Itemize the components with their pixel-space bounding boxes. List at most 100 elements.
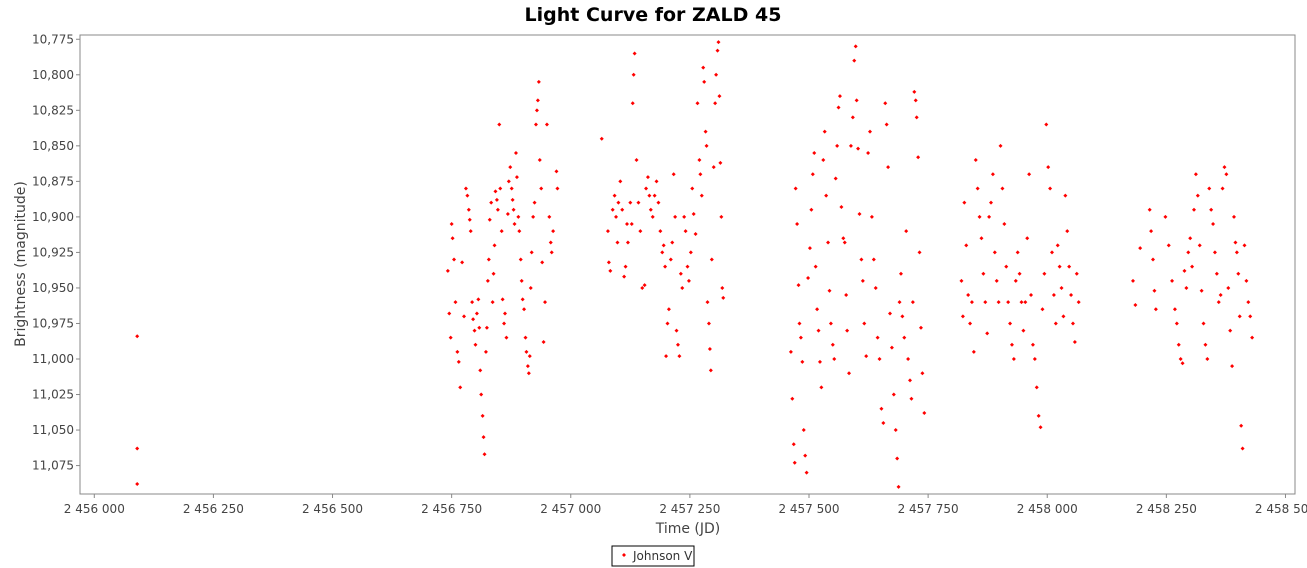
data-point	[960, 314, 965, 319]
data-point	[522, 307, 527, 312]
data-point	[491, 271, 496, 276]
data-point	[908, 378, 913, 383]
data-point	[1216, 300, 1221, 305]
data-point	[554, 169, 559, 174]
data-point	[900, 314, 905, 319]
data-point	[1051, 293, 1056, 298]
data-point	[555, 186, 560, 191]
data-point	[718, 160, 723, 165]
data-point	[535, 98, 540, 103]
data-point	[1044, 122, 1049, 127]
data-point	[705, 300, 710, 305]
data-point	[987, 214, 992, 219]
data-point	[135, 482, 140, 487]
data-point	[992, 250, 997, 255]
y-tick-label: 10,775	[32, 32, 74, 46]
data-point	[721, 295, 726, 300]
data-point	[800, 359, 805, 364]
data-point	[1212, 250, 1217, 255]
data-point	[493, 189, 498, 194]
data-point	[547, 214, 552, 219]
data-point	[1053, 321, 1058, 326]
data-point	[1174, 321, 1179, 326]
data-point	[1207, 186, 1212, 191]
data-point	[490, 300, 495, 305]
data-point	[608, 268, 613, 273]
data-point	[1222, 165, 1227, 170]
data-point	[792, 460, 797, 465]
data-point	[549, 250, 554, 255]
legend-marker-icon	[622, 553, 626, 557]
data-point	[845, 328, 850, 333]
data-point	[615, 240, 620, 245]
data-point	[877, 357, 882, 361]
data-point	[503, 311, 508, 316]
data-point	[1059, 285, 1064, 290]
data-point	[1228, 328, 1233, 333]
data-point	[624, 222, 629, 226]
data-point	[650, 214, 655, 219]
data-point	[866, 150, 871, 155]
data-point	[463, 186, 468, 191]
data-point	[1153, 307, 1158, 312]
data-point	[813, 264, 818, 269]
data-point	[916, 155, 921, 160]
data-point	[671, 172, 676, 177]
data-point	[481, 435, 486, 440]
data-point	[701, 65, 706, 70]
x-tick-label: 2 457 750	[898, 502, 959, 516]
data-point	[893, 428, 898, 433]
data-point	[1006, 300, 1011, 305]
data-point	[453, 300, 458, 305]
data-point	[1030, 342, 1035, 347]
data-point	[652, 193, 657, 198]
data-point	[680, 285, 685, 290]
data-point	[647, 193, 652, 198]
data-point	[482, 452, 487, 457]
data-point	[859, 257, 864, 262]
data-point	[1242, 243, 1247, 248]
data-point	[914, 115, 919, 120]
data-point	[1201, 321, 1206, 326]
data-point	[664, 354, 669, 359]
data-point	[917, 250, 922, 255]
data-point	[1029, 293, 1034, 298]
data-point	[1224, 172, 1229, 177]
data-point	[1230, 364, 1235, 369]
data-point	[486, 257, 491, 262]
data-point	[971, 349, 976, 354]
data-point	[909, 396, 914, 401]
data-point	[487, 217, 492, 222]
data-point	[484, 325, 489, 330]
y-tick-label: 10,950	[32, 281, 74, 295]
data-point	[1239, 423, 1244, 428]
data-point	[867, 129, 872, 134]
data-point	[537, 158, 542, 163]
data-point	[449, 222, 454, 226]
data-point	[1019, 300, 1024, 305]
data-point	[543, 300, 548, 305]
data-point	[618, 179, 623, 184]
data-point	[1191, 207, 1196, 212]
data-point	[640, 285, 645, 290]
data-point	[1017, 271, 1022, 276]
y-axis-label: Brightness (magnitude)	[13, 181, 29, 347]
data-point	[806, 276, 811, 280]
data-point	[1067, 264, 1072, 269]
data-point	[630, 101, 635, 106]
x-tick-label: 2 457 250	[659, 502, 720, 516]
data-point	[990, 172, 995, 177]
data-point	[1170, 278, 1175, 283]
data-point	[809, 207, 814, 212]
data-point	[523, 335, 528, 340]
data-point	[494, 197, 499, 202]
data-point	[897, 300, 902, 305]
data-point	[510, 197, 515, 202]
legend-box	[611, 545, 695, 567]
data-point	[817, 359, 822, 364]
data-point	[520, 297, 525, 302]
data-point	[1076, 300, 1081, 305]
data-point	[985, 331, 990, 336]
data-point	[514, 175, 519, 180]
data-point	[497, 122, 502, 127]
